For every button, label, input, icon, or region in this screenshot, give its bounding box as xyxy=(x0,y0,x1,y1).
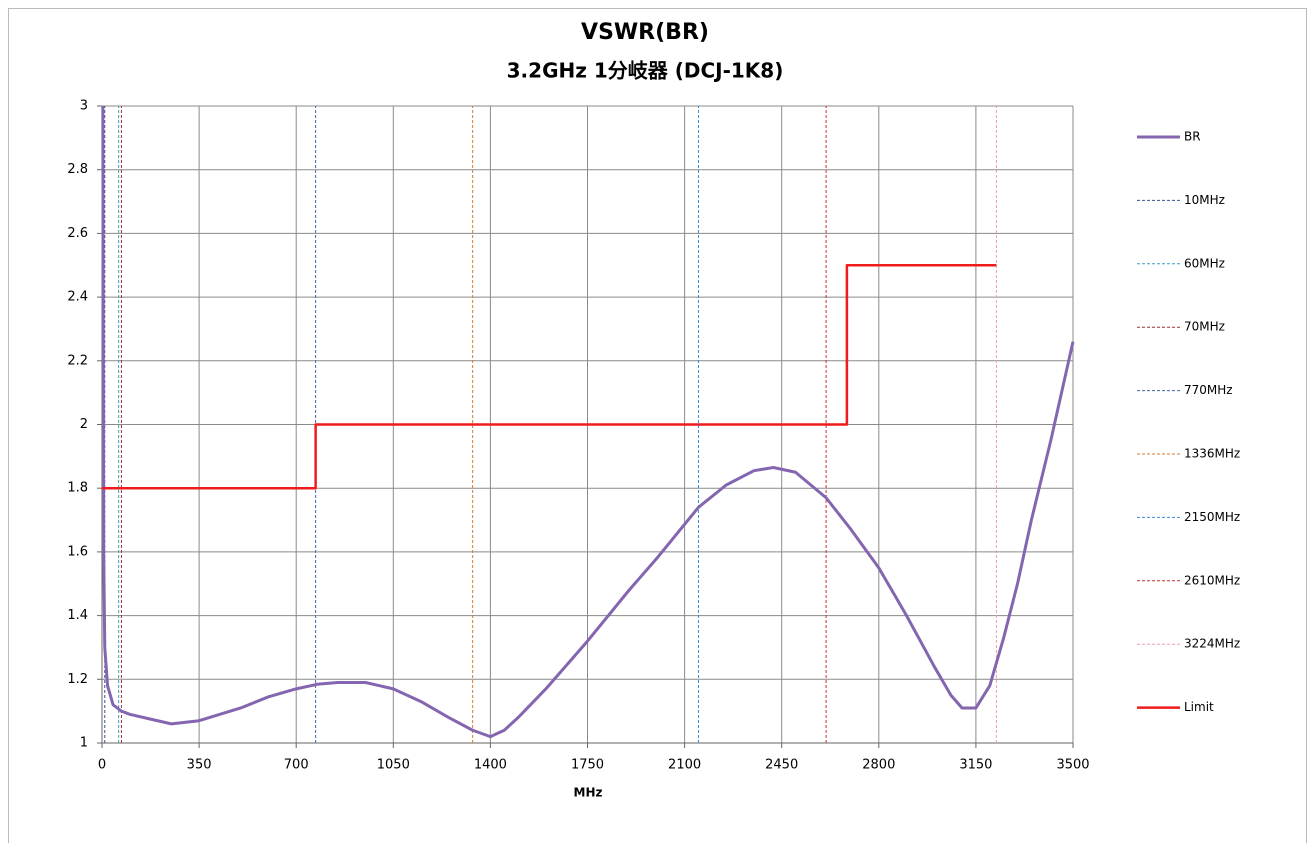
y-tick-label: 1.8 xyxy=(67,481,88,496)
x-tick-label: 3500 xyxy=(1056,758,1089,773)
chart-subtitle: 3.2GHz 1分岐器 (DCJ-1K8) xyxy=(507,59,784,83)
legend-label: 2150MHz xyxy=(1184,510,1240,524)
y-tick-label: 1.2 xyxy=(67,672,88,687)
y-tick-label: 3 xyxy=(80,99,88,114)
x-tick-label: 0 xyxy=(98,758,106,773)
x-tick-label: 2450 xyxy=(765,758,798,773)
legend-label: 60MHz xyxy=(1184,256,1225,270)
legend-label: 770MHz xyxy=(1184,383,1233,397)
legend-label: 3224MHz xyxy=(1184,637,1240,651)
x-tick-label: 1050 xyxy=(377,758,410,773)
legend-label: 1336MHz xyxy=(1184,447,1240,461)
x-tick-label: 1400 xyxy=(474,758,507,773)
legend-label: 70MHz xyxy=(1184,320,1225,334)
series-line xyxy=(101,105,1075,739)
x-tick-label: 350 xyxy=(187,758,212,773)
y-tick-label: 2 xyxy=(80,417,88,432)
chart-title: VSWR(BR) xyxy=(581,20,709,45)
y-tick-label: 1.6 xyxy=(67,544,88,559)
y-tick-label: 2.6 xyxy=(67,226,88,241)
x-tick-label: 700 xyxy=(284,758,309,773)
legend-label: BR xyxy=(1184,130,1201,144)
legend-label: 2610MHz xyxy=(1184,573,1240,587)
x-tick-label: 3150 xyxy=(959,758,992,773)
y-tick-label: 1 xyxy=(80,736,88,751)
x-tick-label: 2800 xyxy=(862,758,895,773)
series-line xyxy=(102,264,997,490)
y-tick-label: 2.4 xyxy=(67,290,88,305)
legend-label: 10MHz xyxy=(1184,193,1225,207)
x-tick-label: 2100 xyxy=(668,758,701,773)
y-tick-label: 2.8 xyxy=(67,162,88,177)
legend-label: Limit xyxy=(1184,700,1214,714)
y-tick-label: 2.2 xyxy=(67,353,88,368)
y-tick-label: 1.4 xyxy=(67,608,88,623)
x-axis-title: MHz xyxy=(574,786,603,800)
x-tick-label: 1750 xyxy=(571,758,604,773)
